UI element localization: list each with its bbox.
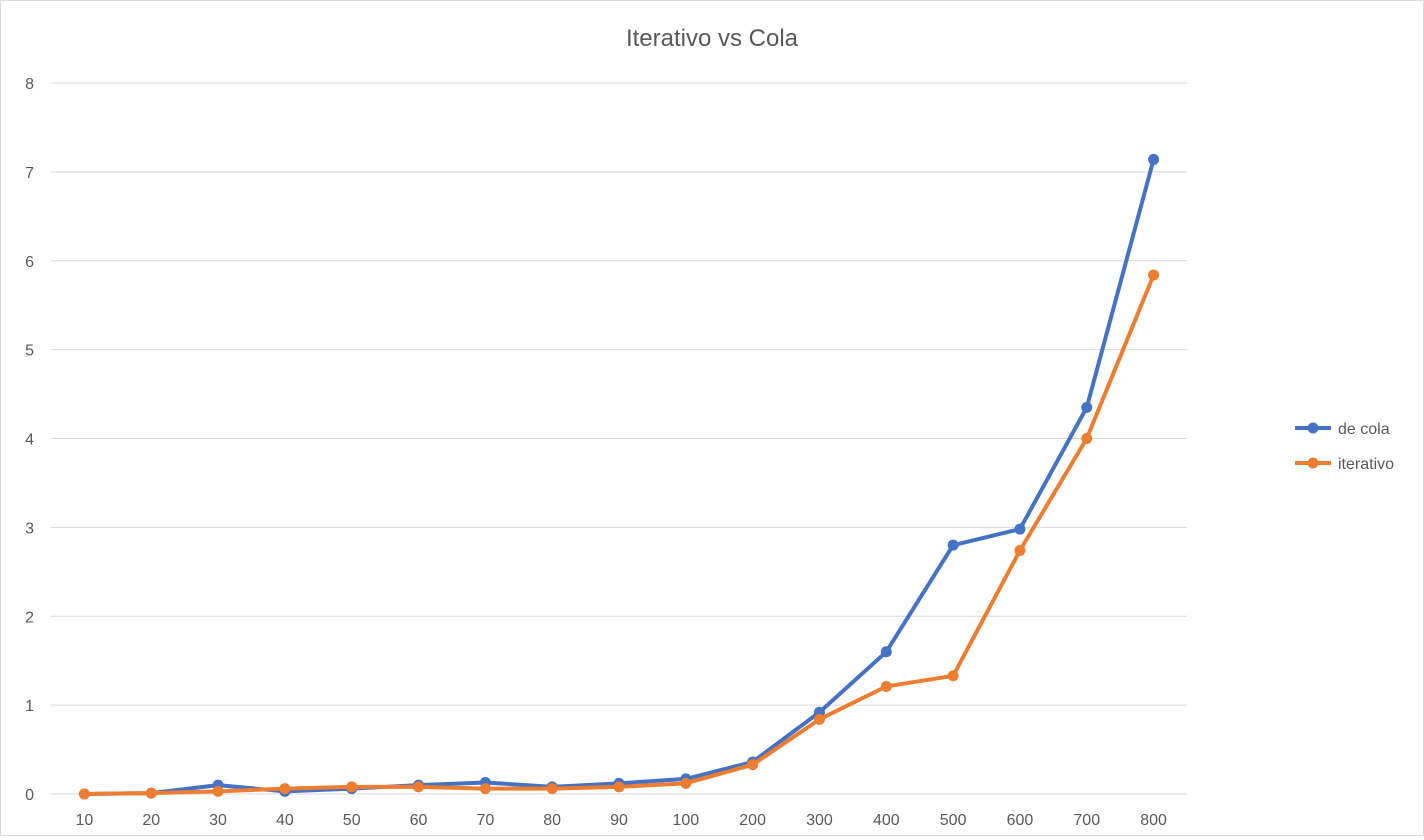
y-tick-label: 8 — [25, 76, 34, 93]
legend-swatch-marker — [1307, 457, 1319, 469]
x-tick-label: 200 — [739, 812, 766, 829]
data-point — [479, 783, 491, 795]
x-tick-label: 400 — [873, 812, 900, 829]
x-tick-label: 50 — [343, 812, 361, 829]
data-point — [145, 787, 157, 799]
data-point — [546, 783, 558, 795]
legend-swatch-marker — [1307, 422, 1319, 434]
x-tick-label: 700 — [1073, 812, 1100, 829]
legend-item-de-cola[interactable]: de cola — [1295, 421, 1390, 438]
data-point — [279, 783, 291, 795]
data-point — [1081, 401, 1093, 413]
data-point — [1081, 433, 1093, 444]
y-tick-label: 1 — [25, 698, 34, 715]
x-tick-label: 100 — [672, 812, 699, 829]
gridlines — [51, 82, 1187, 795]
data-point — [1014, 544, 1026, 556]
data-point — [413, 781, 425, 793]
y-tick-label: 2 — [25, 609, 34, 626]
y-tick-label: 4 — [25, 432, 34, 449]
data-point — [747, 759, 759, 771]
x-tick-label: 30 — [209, 812, 227, 829]
data-point — [880, 646, 892, 658]
legend-item-iterativo[interactable]: iterativo — [1295, 456, 1394, 473]
x-tick-label: 70 — [476, 812, 494, 829]
chart-title: Iterativo vs Cola — [626, 25, 799, 52]
legend-label: de cola — [1338, 421, 1390, 438]
data-point — [1014, 523, 1026, 535]
data-point — [680, 777, 692, 789]
y-tick-label: 7 — [25, 165, 34, 182]
data-point — [1148, 269, 1160, 281]
x-tick-label: 40 — [276, 812, 294, 829]
y-tick-label: 6 — [25, 254, 34, 271]
legend-label: iterativo — [1338, 456, 1394, 473]
series-layer — [78, 153, 1160, 800]
series-iterativo — [78, 269, 1160, 800]
data-point — [880, 680, 892, 692]
x-tick-label: 600 — [1007, 812, 1034, 829]
series-line — [82, 157, 1156, 796]
data-point — [1148, 153, 1160, 165]
data-point — [346, 781, 358, 793]
x-tick-label: 500 — [940, 812, 967, 829]
series-de-cola — [78, 153, 1160, 800]
y-tick-label: 0 — [25, 787, 34, 804]
x-tick-label: 20 — [142, 812, 160, 829]
data-point — [947, 539, 959, 551]
x-tick-label: 10 — [76, 812, 94, 829]
data-point — [813, 713, 825, 725]
x-tick-label: 60 — [410, 812, 428, 829]
x-axis-tick-labels: 10 20 30 40 50 60 70 80 90 100 200 300 400 500 600 700 8… — [76, 812, 1168, 829]
x-tick-label: 90 — [610, 812, 628, 829]
data-point — [947, 670, 959, 682]
y-axis-tick-labels: 0 1 2 3 4 5 6 7 8 — [25, 76, 34, 804]
x-tick-label: 300 — [806, 812, 833, 829]
y-tick-label: 5 — [25, 343, 34, 360]
legend[interactable]: de cola iterativo — [1295, 421, 1394, 473]
y-tick-label: 3 — [25, 520, 34, 537]
data-point — [78, 788, 90, 800]
data-point — [613, 781, 625, 793]
x-tick-label: 80 — [543, 812, 561, 829]
x-tick-label: 800 — [1140, 812, 1167, 829]
data-point — [212, 785, 224, 797]
